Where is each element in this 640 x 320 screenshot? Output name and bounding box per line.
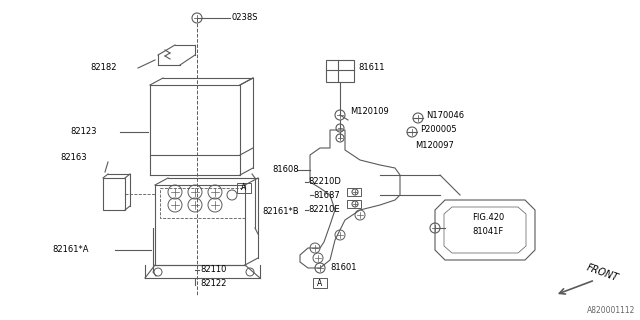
Text: 0238S: 0238S [232, 13, 259, 22]
Bar [347, 188, 361, 196]
Text: FIG.420: FIG.420 [472, 212, 504, 221]
Bar [347, 200, 361, 208]
Text: 82123: 82123 [70, 127, 97, 137]
Text: 82161*A: 82161*A [52, 245, 88, 254]
Text: 81687: 81687 [313, 190, 340, 199]
Text: FRONT: FRONT [585, 262, 620, 283]
Text: 82163: 82163 [60, 154, 86, 163]
Text: M120097: M120097 [415, 140, 454, 149]
Bar [103, 178, 125, 210]
Text: A: A [317, 278, 323, 287]
Text: N170046: N170046 [426, 111, 464, 121]
Text: 82122: 82122 [200, 278, 227, 287]
Text: 82182: 82182 [90, 63, 116, 73]
Text: A820001112: A820001112 [587, 306, 635, 315]
Text: 82110: 82110 [200, 266, 227, 275]
Text: P200005: P200005 [420, 125, 456, 134]
Text: M120109: M120109 [350, 108, 388, 116]
Text: 81601: 81601 [330, 263, 356, 273]
Text: 82210E: 82210E [308, 205, 340, 214]
Text: 82210D: 82210D [308, 178, 341, 187]
Text: 82161*B: 82161*B [262, 207, 299, 217]
Text: 81608: 81608 [272, 165, 299, 174]
Bar [237, 183, 251, 193]
Bar [313, 278, 327, 288]
Bar [160, 188, 245, 218]
Bar [326, 60, 354, 82]
Text: 81041F: 81041F [472, 228, 504, 236]
Text: 81611: 81611 [358, 63, 385, 73]
Text: A: A [241, 183, 246, 193]
